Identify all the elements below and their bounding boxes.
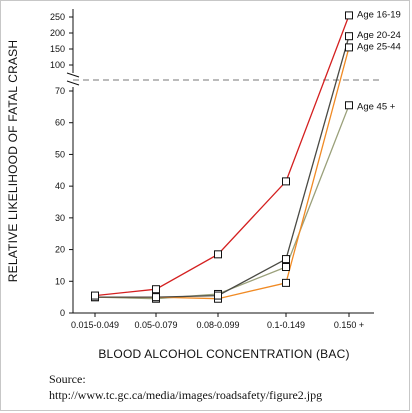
x-tick-label: 0.08-0.099 bbox=[196, 320, 239, 330]
data-point-marker bbox=[214, 250, 222, 259]
series-end-label: Age 45 + bbox=[357, 101, 396, 112]
y-tick-label: 70 bbox=[55, 86, 65, 96]
y-tick-label: 20 bbox=[55, 245, 65, 255]
source-url: http://www.tc.gc.ca/media/images/roadsaf… bbox=[49, 388, 323, 402]
data-point-marker bbox=[345, 32, 353, 41]
data-point-marker bbox=[282, 278, 290, 287]
x-tick-label: 0.1-0.149 bbox=[267, 320, 305, 330]
data-point-marker bbox=[282, 255, 290, 264]
data-point-marker bbox=[152, 293, 160, 302]
y-axis-break-marker bbox=[66, 72, 80, 86]
data-point-marker bbox=[214, 291, 222, 300]
y-tick-label: 0 bbox=[60, 308, 65, 318]
fatal-crash-line-chart: 0 10 20 30 40 50 60 70 100 150 200 250 0.015-0.049 0.… bbox=[6, 9, 401, 361]
y-tick-label: 150 bbox=[50, 44, 65, 54]
x-axis-label: BLOOD ALCOHOL CONCENTRATION (BAC) bbox=[98, 347, 349, 361]
y-tick-label: 60 bbox=[55, 118, 65, 128]
data-point-marker bbox=[282, 263, 290, 272]
x-tick-label: 0.05-0.079 bbox=[134, 320, 177, 330]
y-tick-label: 40 bbox=[55, 181, 65, 191]
data-point-marker bbox=[91, 291, 99, 300]
data-point-marker bbox=[282, 177, 290, 186]
y-tick-label: 50 bbox=[55, 149, 65, 159]
x-tick-label: 0.150 + bbox=[334, 320, 364, 330]
y-axis-label: RELATIVE LIKELIHOOD OF FATAL CRASH bbox=[6, 40, 20, 282]
series-end-label: Age 16-19 bbox=[357, 9, 401, 20]
y-tick-label: 250 bbox=[50, 12, 65, 22]
x-tick-label: 0.015-0.049 bbox=[71, 320, 119, 330]
y-tick-label: 200 bbox=[50, 28, 65, 38]
data-point-marker bbox=[345, 43, 353, 52]
y-tick-label: 10 bbox=[55, 276, 65, 286]
data-point-marker bbox=[345, 11, 353, 20]
data-point-marker bbox=[152, 285, 160, 294]
data-point-marker bbox=[345, 101, 353, 110]
series-line bbox=[94, 105, 350, 300]
source-label: Source: bbox=[49, 372, 86, 386]
series-end-label: Age 25-44 bbox=[357, 41, 401, 52]
y-tick-label: 100 bbox=[50, 60, 65, 70]
source-note: Source: http://www.tc.gc.ca/media/images… bbox=[49, 371, 322, 403]
series-end-label: Age 20-24 bbox=[357, 30, 401, 41]
y-tick-label: 30 bbox=[55, 213, 65, 223]
